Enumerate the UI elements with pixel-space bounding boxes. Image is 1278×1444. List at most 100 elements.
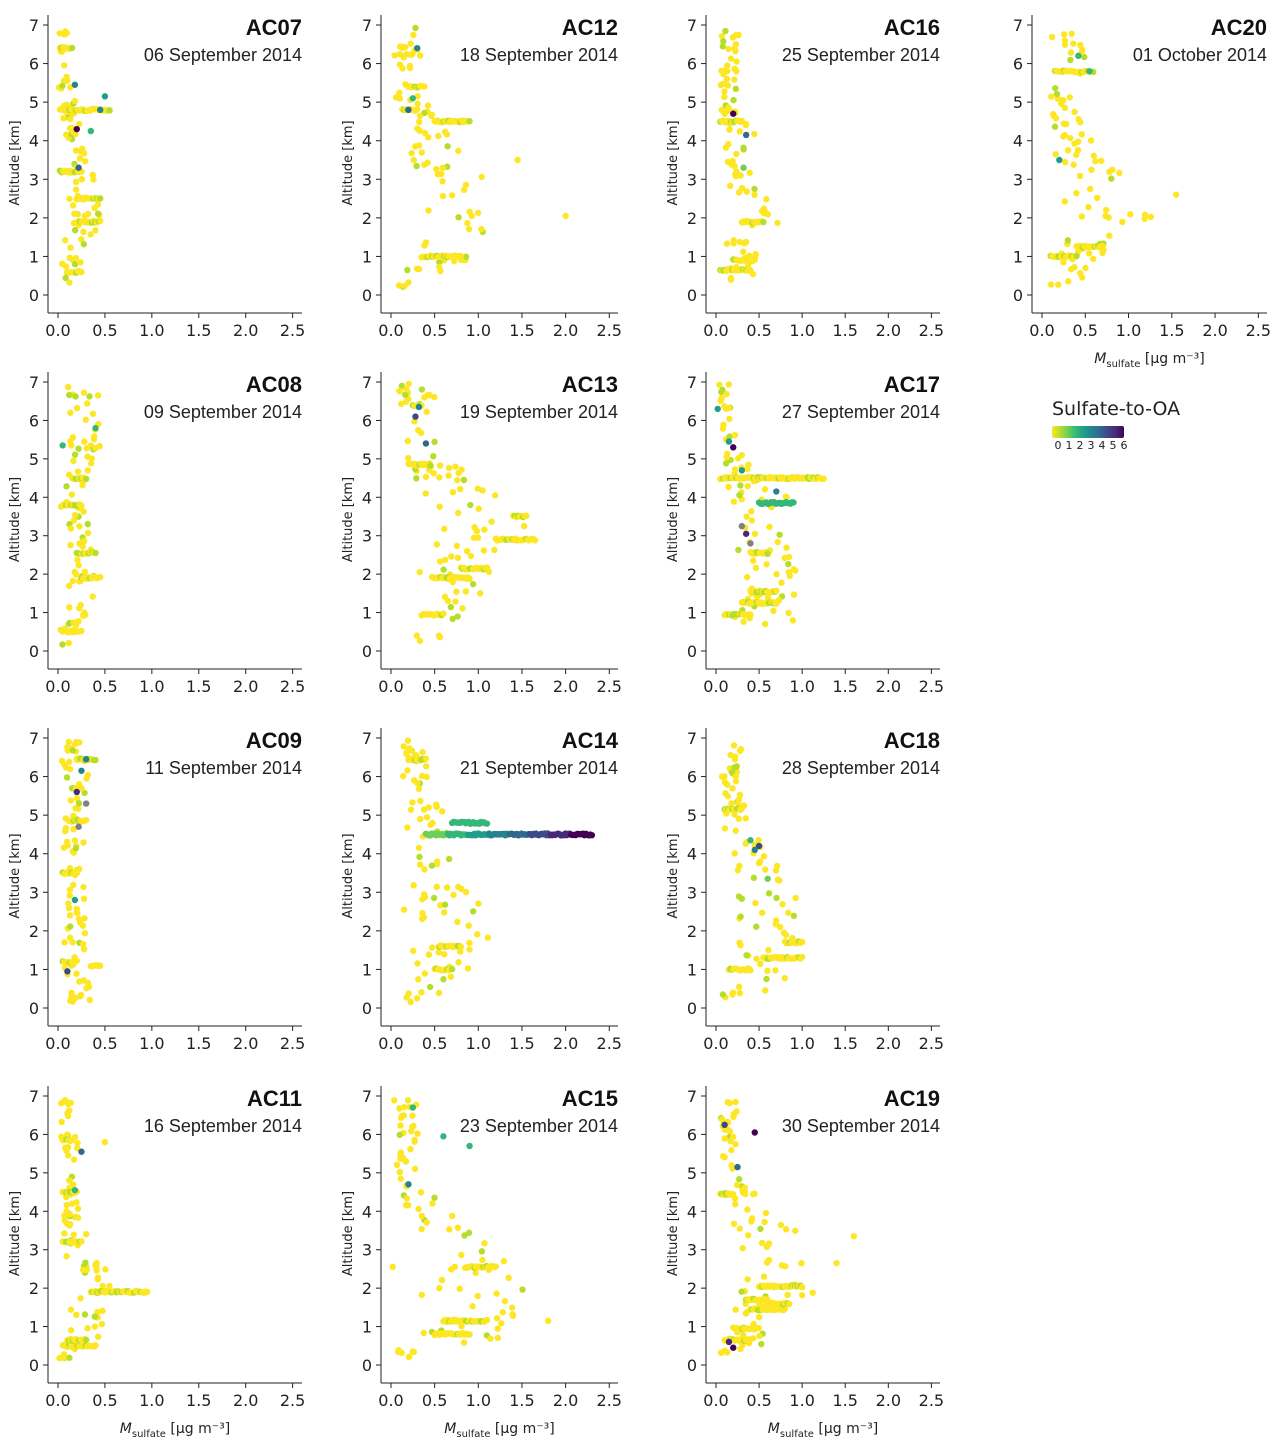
data-point xyxy=(71,837,79,844)
data-point xyxy=(758,207,766,215)
data-point xyxy=(1070,161,1077,168)
data-point xyxy=(742,131,750,139)
data-point xyxy=(86,393,93,400)
data-point xyxy=(738,895,746,902)
data-point xyxy=(442,556,449,564)
data-point xyxy=(465,922,472,929)
data-point xyxy=(484,934,492,941)
data-point xyxy=(92,424,99,432)
data-point xyxy=(1127,211,1134,218)
panel-ac14: 0.0 0.5 1.0 1.5 2.0 2.5 0 1 2 3 4 5 6 7 Altitude [km] A… xyxy=(341,728,622,1053)
data-point xyxy=(83,985,90,992)
data-point xyxy=(464,220,471,227)
data-point xyxy=(784,1291,791,1299)
x-tick-label: 1.5 xyxy=(186,677,211,696)
data-point xyxy=(732,47,739,55)
panel-title: AC11 xyxy=(247,1086,302,1111)
data-point xyxy=(1071,140,1078,147)
data-point xyxy=(733,68,740,75)
y-tick-label: 5 xyxy=(687,1164,697,1183)
data-point xyxy=(414,960,421,967)
data-point xyxy=(84,1325,91,1332)
data-point xyxy=(450,891,457,899)
data-point xyxy=(72,254,80,262)
x-tick-label: 0.0 xyxy=(703,321,728,340)
data-point xyxy=(740,164,747,171)
data-point xyxy=(764,550,771,558)
data-point xyxy=(404,824,411,831)
scatter-series xyxy=(55,28,113,286)
scatter-series xyxy=(56,1097,151,1362)
data-point xyxy=(422,490,429,497)
panel-title: AC20 xyxy=(1211,15,1267,40)
data-point xyxy=(493,1314,501,1322)
data-point xyxy=(445,464,453,472)
data-point xyxy=(74,1145,81,1152)
data-point xyxy=(738,467,746,474)
data-point xyxy=(724,158,732,166)
panel-date: 28 September 2014 xyxy=(782,758,940,778)
x-tick-label: 1.5 xyxy=(509,1391,534,1410)
data-point xyxy=(744,465,751,473)
data-point xyxy=(416,112,424,120)
data-point xyxy=(80,839,87,846)
data-point xyxy=(396,61,404,68)
data-point xyxy=(721,1121,728,1129)
data-point xyxy=(65,738,72,746)
data-point xyxy=(730,1191,737,1198)
data-point xyxy=(66,254,73,262)
data-point xyxy=(67,244,74,251)
data-point xyxy=(1048,93,1055,100)
data-point xyxy=(798,953,806,961)
data-point xyxy=(422,239,430,246)
y-tick-label: 7 xyxy=(1013,16,1023,35)
x-axis-label: Msulfate [µg m⁻³] xyxy=(444,1421,554,1440)
data-point xyxy=(71,896,79,904)
data-point xyxy=(396,1131,403,1139)
data-point xyxy=(1119,218,1126,226)
data-point xyxy=(415,844,423,852)
data-point xyxy=(87,127,95,135)
data-point xyxy=(738,184,746,192)
data-point xyxy=(435,132,442,140)
data-point xyxy=(762,1209,770,1217)
data-point xyxy=(751,846,758,854)
data-point xyxy=(395,282,403,289)
data-point xyxy=(78,176,86,183)
data-point xyxy=(404,767,411,774)
data-point xyxy=(1085,204,1092,211)
x-tick-label: 2.0 xyxy=(233,677,258,696)
data-point xyxy=(405,990,412,997)
y-tick-label: 0 xyxy=(687,642,697,661)
data-point xyxy=(71,511,79,519)
data-point xyxy=(90,436,98,443)
data-point xyxy=(68,44,76,52)
panel-date: 21 September 2014 xyxy=(460,758,618,778)
data-point xyxy=(81,438,88,445)
data-point xyxy=(421,161,428,168)
data-point xyxy=(441,901,449,908)
data-point xyxy=(84,467,92,474)
data-point xyxy=(61,62,68,69)
data-point xyxy=(79,940,87,948)
data-point xyxy=(421,970,429,977)
legend-tick-label: 5 xyxy=(1109,439,1117,452)
data-point xyxy=(394,1348,402,1355)
y-tick-label: 3 xyxy=(687,883,697,902)
x-tick-label: 2.0 xyxy=(876,1391,901,1410)
data-point xyxy=(404,266,411,274)
y-tick-label: 3 xyxy=(362,170,372,189)
y-tick-label: 2 xyxy=(29,922,39,941)
data-point xyxy=(446,1226,453,1233)
data-point xyxy=(758,1340,765,1348)
y-tick-label: 3 xyxy=(29,170,39,189)
y-tick-label: 0 xyxy=(362,999,372,1018)
panel-title: AC13 xyxy=(562,372,618,397)
data-point xyxy=(1067,134,1074,142)
data-point xyxy=(790,499,797,506)
data-point xyxy=(743,952,750,959)
x-tick-label: 0.5 xyxy=(746,321,771,340)
data-point xyxy=(92,1342,99,1349)
data-point xyxy=(63,1201,70,1209)
data-point xyxy=(423,1219,430,1226)
